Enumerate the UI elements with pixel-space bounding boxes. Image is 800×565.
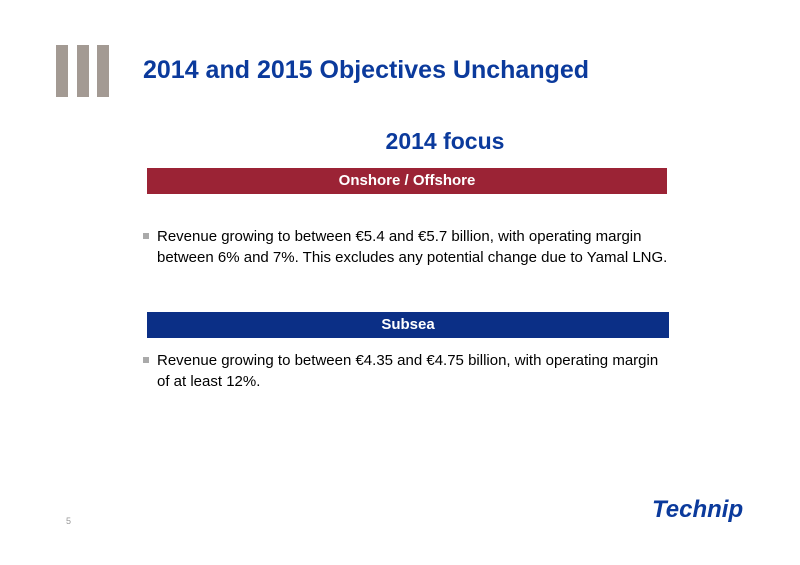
subtitle: 2014 focus xyxy=(385,128,505,154)
decor xyxy=(97,45,109,97)
section-heading: Subsea xyxy=(147,312,669,338)
logo: Technip xyxy=(652,496,744,523)
decor xyxy=(56,45,68,97)
bullet: Revenue growing to between €4.35 and €4.… xyxy=(143,350,673,392)
bullet: Revenue growing to between €5.4 and €5.7… xyxy=(143,226,673,268)
section-heading: Onshore / Offshore xyxy=(147,168,667,194)
page-number: 5 xyxy=(66,516,72,526)
title: 2014 and 2015 Objectives Unchanged xyxy=(143,56,590,84)
decor xyxy=(77,45,89,97)
